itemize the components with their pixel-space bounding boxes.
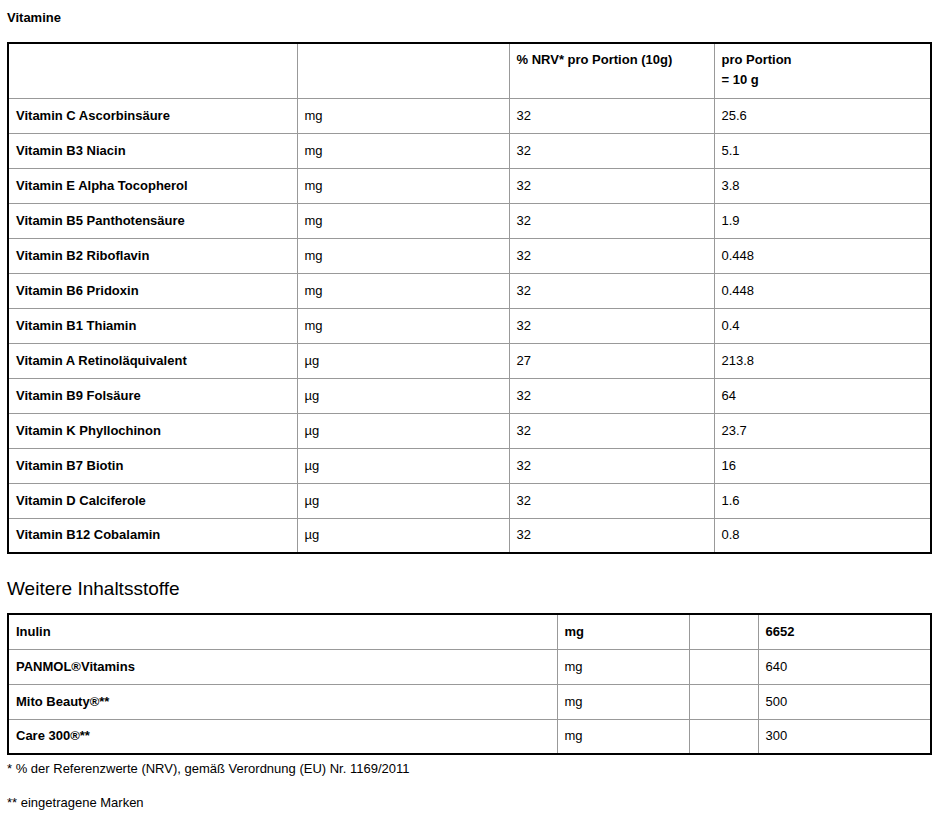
vitamin-nrv: 32 <box>509 238 714 273</box>
ingredient-unit: mg <box>557 614 689 649</box>
vitamins-header-empty-name <box>8 43 297 98</box>
table-row: Vitamin B3 Niacin mg 32 5.1 <box>8 133 931 168</box>
vitamin-unit: µg <box>297 483 509 518</box>
vitamin-nrv: 32 <box>509 273 714 308</box>
ingredient-empty-cell <box>689 719 758 754</box>
vitamin-amount: 5.1 <box>714 133 931 168</box>
table-row: Vitamin B2 Riboflavin mg 32 0.448 <box>8 238 931 273</box>
vitamin-amount: 0.448 <box>714 273 931 308</box>
vitamin-nrv: 32 <box>509 483 714 518</box>
vitamin-name: Vitamin B6 Pridoxin <box>8 273 297 308</box>
table-row: Vitamin B6 Pridoxin mg 32 0.448 <box>8 273 931 308</box>
vitamin-name: Vitamin A Retinoläquivalent <box>8 343 297 378</box>
ingredient-name: Mito Beauty®** <box>8 684 557 719</box>
vitamin-name: Vitamin K Phyllochinon <box>8 413 297 448</box>
table-row: Vitamin C Ascorbinsäure mg 32 25.6 <box>8 98 931 133</box>
vitamin-name: Vitamin B1 Thiamin <box>8 308 297 343</box>
table-row: Vitamin B5 Panthotensäure mg 32 1.9 <box>8 203 931 238</box>
vitamin-unit: µg <box>297 378 509 413</box>
ingredient-name: PANMOL®Vitamins <box>8 649 557 684</box>
vitamin-nrv: 32 <box>509 413 714 448</box>
vitamin-name: Vitamin D Calciferole <box>8 483 297 518</box>
vitamin-nrv: 32 <box>509 378 714 413</box>
table-row: Vitamin A Retinoläquivalent µg 27 213.8 <box>8 343 931 378</box>
vitamins-header-empty-unit <box>297 43 509 98</box>
ingredient-amount: 500 <box>758 684 931 719</box>
ingredient-unit: mg <box>557 649 689 684</box>
table-row: Vitamin B1 Thiamin mg 32 0.4 <box>8 308 931 343</box>
ingredient-name: Care 300®** <box>8 719 557 754</box>
vitamin-amount: 213.8 <box>714 343 931 378</box>
ingredient-amount: 640 <box>758 649 931 684</box>
table-row: PANMOL®Vitamins mg 640 <box>8 649 931 684</box>
vitamin-amount: 16 <box>714 448 931 483</box>
table-row: Vitamin K Phyllochinon µg 32 23.7 <box>8 413 931 448</box>
vitamins-table: % NRV* pro Portion (10g) pro Portion = 1… <box>7 42 932 554</box>
vitamin-amount: 0.8 <box>714 518 931 553</box>
footnote-trademarks: ** eingetragene Marken <box>7 795 930 810</box>
ingredient-amount: 6652 <box>758 614 931 649</box>
ingredient-empty-cell <box>689 614 758 649</box>
vitamin-unit: µg <box>297 518 509 553</box>
vitamin-amount: 0.4 <box>714 308 931 343</box>
vitamin-unit: mg <box>297 308 509 343</box>
table-row: Vitamin E Alpha Tocopherol mg 32 3.8 <box>8 168 931 203</box>
vitamin-amount: 1.9 <box>714 203 931 238</box>
ingredient-empty-cell <box>689 649 758 684</box>
table-row: Vitamin B9 Folsäure µg 32 64 <box>8 378 931 413</box>
vitamin-unit: mg <box>297 168 509 203</box>
table-row: Mito Beauty®** mg 500 <box>8 684 931 719</box>
table-row: Care 300®** mg 300 <box>8 719 931 754</box>
vitamin-unit: mg <box>297 203 509 238</box>
vitamin-amount: 0.448 <box>714 238 931 273</box>
vitamin-name: Vitamin B9 Folsäure <box>8 378 297 413</box>
vitamin-unit: µg <box>297 413 509 448</box>
ingredients-header-row: Inulin mg 6652 <box>8 614 931 649</box>
vitamin-nrv: 32 <box>509 518 714 553</box>
vitamins-header-row: % NRV* pro Portion (10g) pro Portion = 1… <box>8 43 931 98</box>
ingredient-empty-cell <box>689 684 758 719</box>
table-row: Vitamin B7 Biotin µg 32 16 <box>8 448 931 483</box>
vitamin-name: Vitamin B2 Riboflavin <box>8 238 297 273</box>
vitamin-nrv: 32 <box>509 133 714 168</box>
vitamin-unit: µg <box>297 448 509 483</box>
vitamin-name: Vitamin B3 Niacin <box>8 133 297 168</box>
vitamin-unit: mg <box>297 133 509 168</box>
footnote-nrv: * % der Referenzwerte (NRV), gemäß Veror… <box>7 761 930 776</box>
ingredient-amount: 300 <box>758 719 931 754</box>
ingredient-unit: mg <box>557 684 689 719</box>
vitamins-header-nrv: % NRV* pro Portion (10g) <box>509 43 714 98</box>
ingredients-table: Inulin mg 6652 PANMOL®Vitamins mg 640 Mi… <box>7 613 932 755</box>
vitamin-nrv: 32 <box>509 308 714 343</box>
vitamin-nrv: 32 <box>509 203 714 238</box>
vitamin-amount: 25.6 <box>714 98 931 133</box>
vitamin-nrv: 27 <box>509 343 714 378</box>
vitamin-unit: mg <box>297 98 509 133</box>
vitamin-name: Vitamin B7 Biotin <box>8 448 297 483</box>
section-title: Weitere Inhaltsstoffe <box>7 578 930 600</box>
vitamin-unit: mg <box>297 273 509 308</box>
table-row: Vitamin D Calciferole µg 32 1.6 <box>8 483 931 518</box>
table-row: Vitamin B12 Cobalamin µg 32 0.8 <box>8 518 931 553</box>
vitamin-nrv: 32 <box>509 98 714 133</box>
vitamin-amount: 64 <box>714 378 931 413</box>
vitamin-name: Vitamin C Ascorbinsäure <box>8 98 297 133</box>
page-title: Vitamine <box>7 10 930 25</box>
vitamin-name: Vitamin B12 Cobalamin <box>8 518 297 553</box>
vitamin-unit: mg <box>297 238 509 273</box>
ingredient-unit: mg <box>557 719 689 754</box>
vitamin-amount: 1.6 <box>714 483 931 518</box>
vitamin-nrv: 32 <box>509 448 714 483</box>
vitamin-nrv: 32 <box>509 168 714 203</box>
nutrition-document: Vitamine % NRV* pro Portion (10g) pro Po… <box>0 0 937 820</box>
vitamin-unit: µg <box>297 343 509 378</box>
vitamins-header-portion: pro Portion = 10 g <box>714 43 931 98</box>
ingredient-name: Inulin <box>8 614 557 649</box>
vitamin-amount: 3.8 <box>714 168 931 203</box>
vitamin-name: Vitamin B5 Panthotensäure <box>8 203 297 238</box>
vitamin-amount: 23.7 <box>714 413 931 448</box>
vitamin-name: Vitamin E Alpha Tocopherol <box>8 168 297 203</box>
